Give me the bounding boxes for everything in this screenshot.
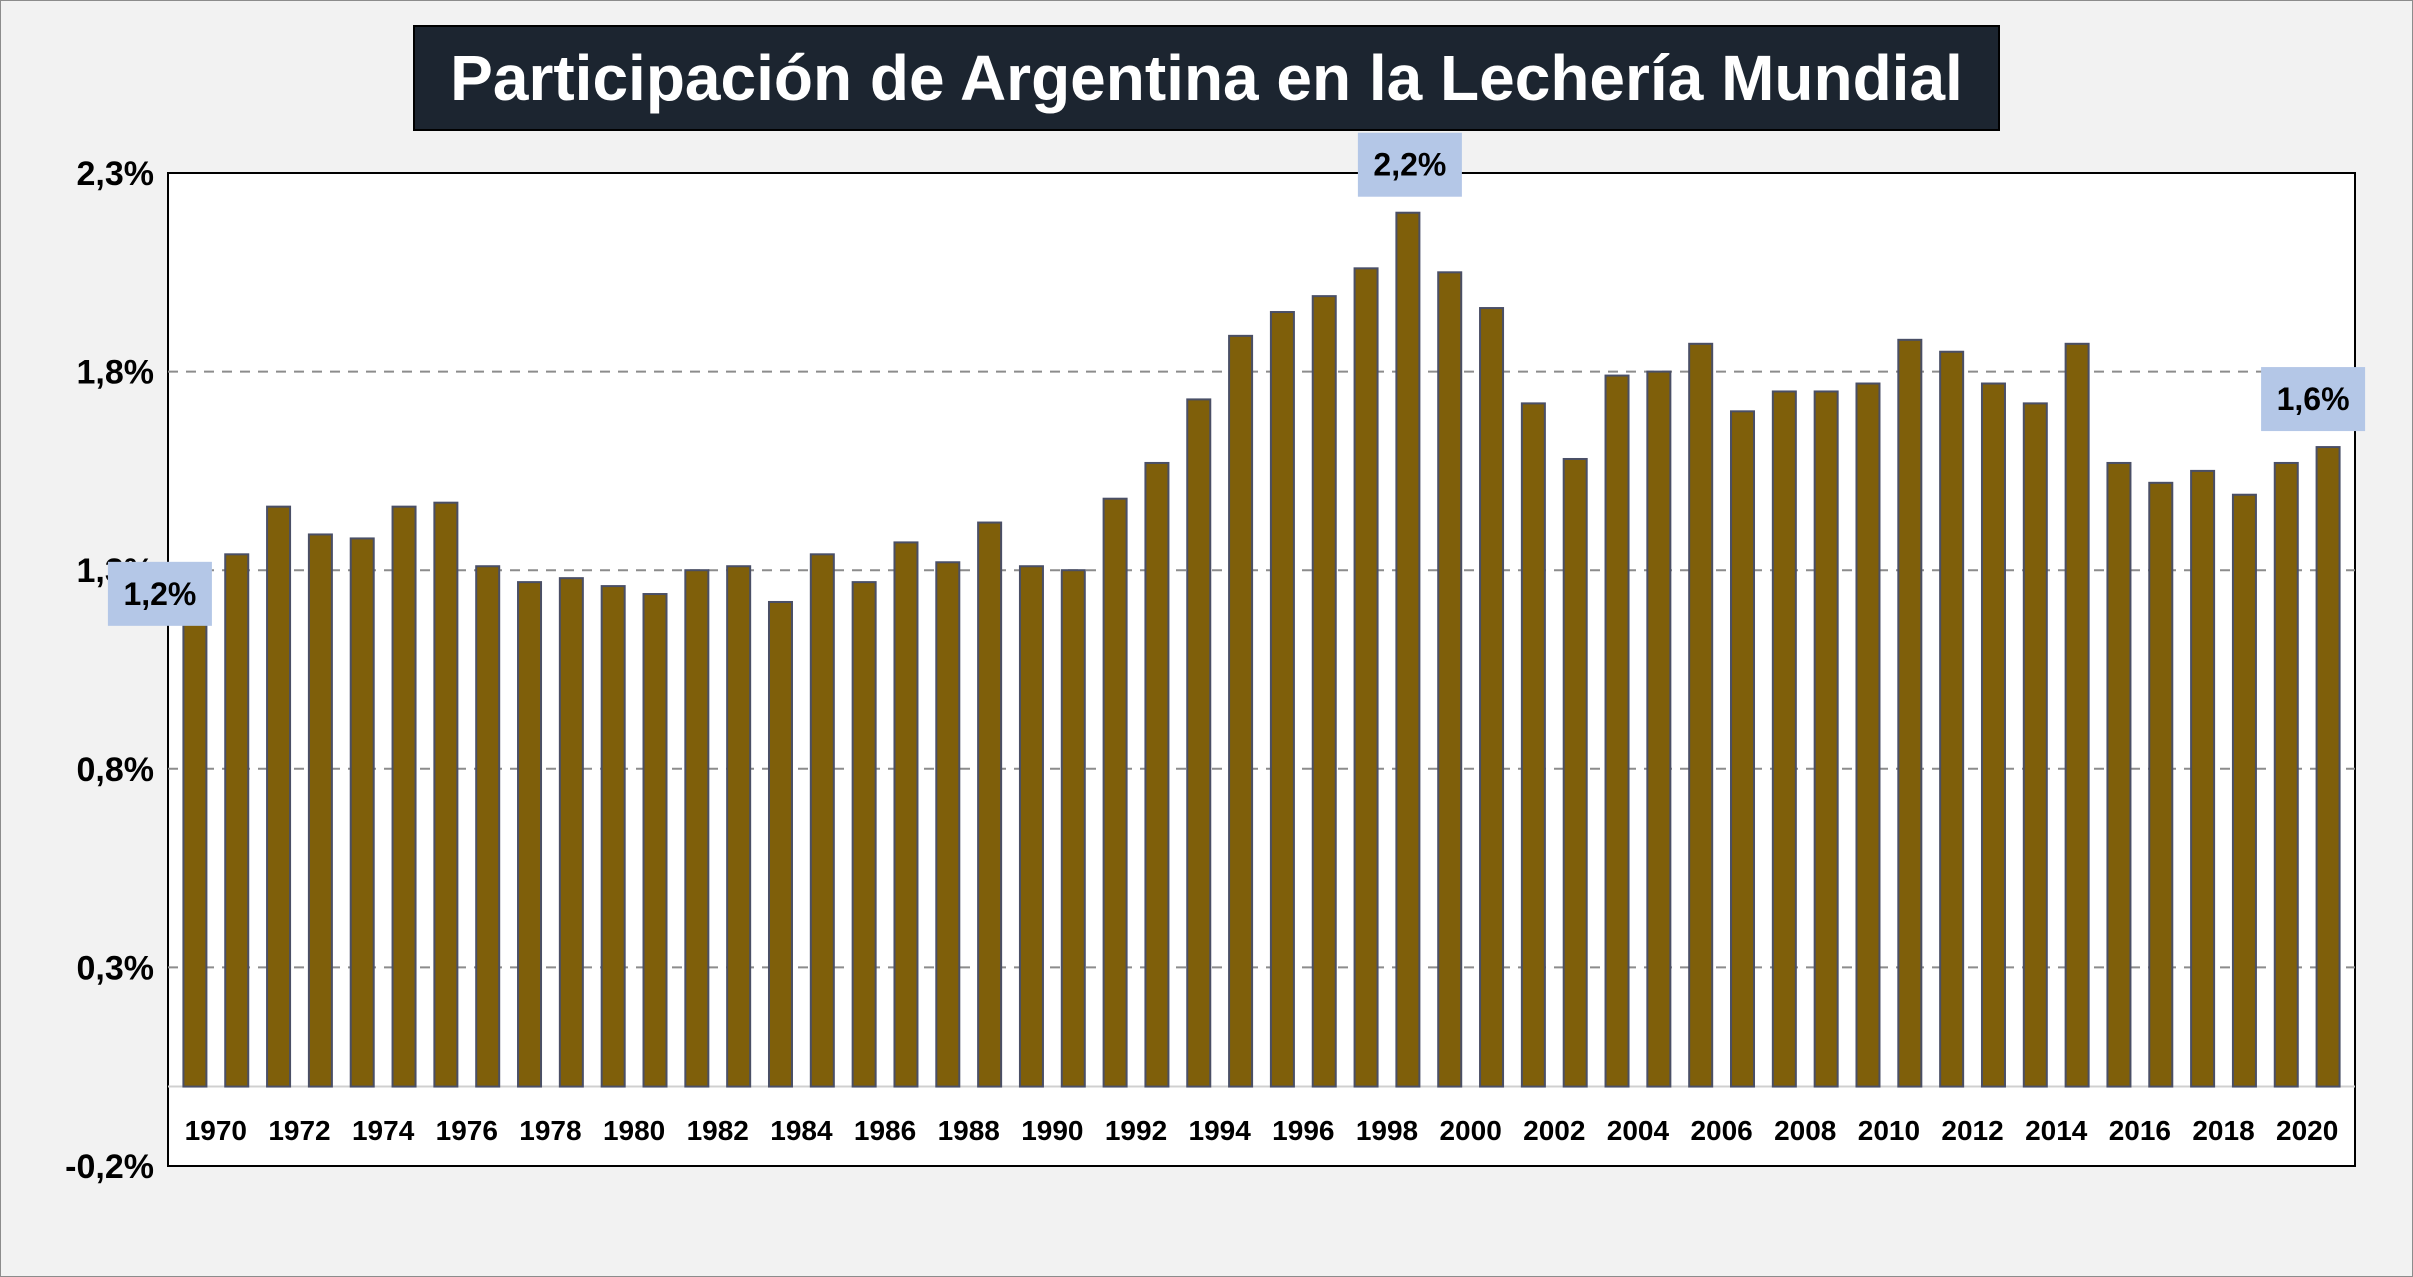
data-label: 1,6%: [2261, 367, 2366, 432]
x-tick-label: 2012: [1941, 1115, 2003, 1146]
bar-1979: [558, 577, 584, 1088]
bar-1993: [1144, 461, 1170, 1088]
bar-1987: [893, 541, 919, 1088]
bar-2014: [2022, 402, 2048, 1088]
x-tick-label: 2010: [1858, 1115, 1920, 1146]
data-labels: 1,2% 2,2% 1,6%: [107, 132, 2366, 626]
bar-1980: [600, 585, 626, 1088]
bar-2019: [2231, 493, 2257, 1088]
bar-2000: [1437, 271, 1463, 1088]
bar-1996: [1269, 311, 1295, 1088]
bar-1985: [809, 553, 835, 1088]
data-label: 2,2%: [1357, 132, 1462, 197]
data-label-text: 1,6%: [2277, 381, 2350, 417]
bar-1978: [517, 581, 543, 1088]
x-tick-label: 1970: [185, 1115, 247, 1146]
bar-2008: [1771, 390, 1797, 1088]
bar-2001: [1479, 307, 1505, 1088]
bars: [182, 211, 2341, 1088]
data-label-box: [2261, 367, 2366, 432]
bar-2009: [1813, 390, 1839, 1088]
bar-1995: [1228, 334, 1254, 1088]
x-tick-label: 1994: [1189, 1115, 1252, 1146]
x-tick-label: 1996: [1272, 1115, 1334, 1146]
x-tick-label: 1982: [687, 1115, 749, 1146]
bar-1975: [391, 505, 417, 1088]
x-tick-label: 1986: [854, 1115, 916, 1146]
y-tick-label: -0,2%: [65, 1148, 154, 1186]
x-tick-label: 1978: [519, 1115, 581, 1146]
bar-1986: [851, 581, 877, 1088]
bar-1983: [726, 565, 752, 1088]
data-label: 1,2%: [107, 561, 212, 626]
x-tick-label: 2016: [2109, 1115, 2171, 1146]
bar-1989: [977, 521, 1003, 1088]
bar-1977: [475, 565, 501, 1088]
x-tick-label: 2020: [2276, 1115, 2338, 1146]
bar-2004: [1604, 374, 1630, 1088]
bar-2002: [1520, 402, 1546, 1088]
bar-2018: [2190, 469, 2216, 1088]
bar-2021: [2315, 446, 2341, 1088]
x-tick-label: 1976: [436, 1115, 498, 1146]
x-tick-label: 2006: [1690, 1115, 1752, 1146]
y-tick-label: 1,8%: [77, 354, 155, 392]
bar-1997: [1311, 295, 1337, 1088]
x-tick-label: 1984: [770, 1115, 833, 1146]
bar-1984: [767, 600, 793, 1088]
bar-2005: [1646, 370, 1672, 1088]
data-label-box: [107, 561, 212, 626]
bar-1974: [349, 537, 375, 1088]
bar-2003: [1562, 457, 1588, 1088]
data-label-text: 2,2%: [1373, 147, 1446, 183]
bar-2013: [1980, 382, 2006, 1088]
bar-2020: [2273, 461, 2299, 1088]
x-tick-label: 1992: [1105, 1115, 1167, 1146]
bar-2016: [2106, 461, 2132, 1088]
y-tick-label: 2,3%: [77, 155, 155, 193]
bar-1973: [307, 533, 333, 1088]
bar-2010: [1855, 382, 1881, 1088]
x-tick-label: 2002: [1523, 1115, 1585, 1146]
x-tick-label: 1998: [1356, 1115, 1418, 1146]
bar-1998: [1353, 267, 1379, 1088]
x-tick-label: 2014: [2025, 1115, 2088, 1146]
bar-1972: [266, 505, 292, 1088]
bar-1992: [1102, 497, 1128, 1088]
bar-2012: [1939, 350, 1965, 1088]
bar-1999: [1395, 211, 1421, 1088]
y-tick-label: 0,8%: [77, 751, 155, 789]
x-axis-labels: 1970 1972 1974 1976 1978 1980 1982 1984 1986 1988…: [185, 1115, 2339, 1146]
data-label-text: 1,2%: [123, 576, 196, 612]
bar-1982: [684, 569, 710, 1088]
x-tick-label: 1988: [938, 1115, 1000, 1146]
bar-2011: [1897, 338, 1923, 1088]
x-tick-label: 2000: [1439, 1115, 1501, 1146]
chart-title-box: Participación de Argentina en la Lecherí…: [413, 25, 2000, 131]
bar-1988: [935, 561, 961, 1088]
bar-2007: [1730, 410, 1756, 1088]
bar-1994: [1186, 398, 1212, 1088]
y-tick-label: 0,3%: [77, 949, 155, 987]
bar-1990: [1018, 565, 1044, 1088]
bar-1991: [1060, 569, 1086, 1088]
x-tick-label: 2004: [1607, 1115, 1670, 1146]
data-label-box: [1357, 132, 1462, 197]
x-tick-label: 1990: [1021, 1115, 1083, 1146]
bar-2015: [2064, 342, 2090, 1088]
bar-1971: [224, 553, 250, 1088]
x-tick-label: 2018: [2192, 1115, 2254, 1146]
x-tick-label: 1972: [268, 1115, 330, 1146]
x-tick-label: 1980: [603, 1115, 665, 1146]
bar-2006: [1688, 342, 1714, 1088]
bar-2017: [2148, 481, 2174, 1088]
bar-1981: [642, 593, 668, 1088]
x-tick-label: 2008: [1774, 1115, 1836, 1146]
bar-1976: [433, 501, 459, 1088]
y-axis-labels: -0,2%0,3%0,8%1,3%1,8%2,3%: [65, 155, 154, 1186]
chart-title: Participación de Argentina en la Lecherí…: [450, 42, 1963, 114]
x-tick-label: 1974: [352, 1115, 415, 1146]
bar-1970: [182, 620, 208, 1088]
